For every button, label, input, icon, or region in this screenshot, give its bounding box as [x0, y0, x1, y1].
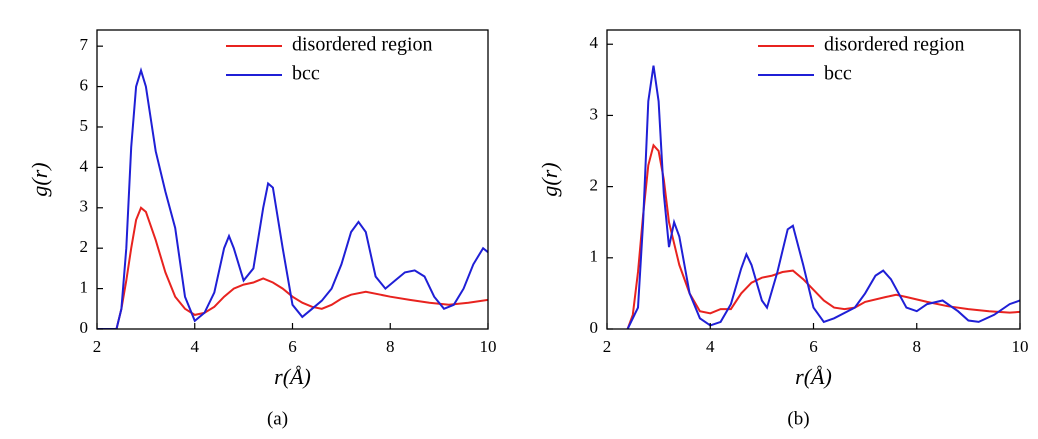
x-axis-label: r(Å): [795, 364, 832, 389]
y-tick-label: 6: [80, 75, 89, 94]
y-tick-label: 1: [590, 247, 599, 266]
y-tick-label: 2: [80, 237, 89, 256]
legend-label: disordered region: [824, 34, 965, 56]
data-line: [626, 65, 1020, 329]
legend-label: bcc: [292, 63, 320, 85]
caption: (a): [267, 408, 288, 429]
legend-label: bcc: [824, 63, 852, 85]
x-tick-label: 4: [191, 337, 200, 356]
y-tick-label: 0: [590, 318, 599, 337]
x-tick-label: 10: [480, 337, 497, 356]
x-tick-label: 2: [93, 337, 102, 356]
data-line: [97, 66, 488, 329]
y-tick-label: 1: [80, 278, 89, 297]
y-axis-label: g(r): [537, 162, 562, 196]
y-tick-label: 3: [80, 197, 89, 216]
x-tick-label: 2: [603, 337, 612, 356]
panel: disordered region bcc 2 4 6 8 10 0 1 2 3 4 r(Å) g(r) (…: [537, 29, 1029, 429]
x-tick-label: 8: [386, 337, 395, 356]
y-tick-label: 5: [80, 116, 89, 135]
y-tick-label: 4: [80, 156, 89, 175]
y-tick-label: 4: [590, 33, 599, 52]
data-line: [626, 143, 1020, 329]
x-tick-label: 10: [1012, 337, 1029, 356]
x-axis-label: r(Å): [274, 364, 311, 389]
data-line: [115, 206, 488, 329]
x-tick-label: 4: [706, 337, 715, 356]
legend-label: disordered region: [292, 34, 433, 56]
panel: disordered region bcc 2 4 6 8 10 0 1 2 3 4 5 6 7 r(Å) g(…: [27, 29, 497, 429]
y-tick-label: 0: [80, 318, 89, 337]
caption: (b): [787, 408, 809, 429]
y-tick-label: 3: [590, 104, 599, 123]
x-tick-label: 8: [913, 337, 922, 356]
y-tick-label: 7: [80, 35, 89, 54]
x-tick-label: 6: [288, 337, 297, 356]
x-tick-label: 6: [809, 337, 818, 356]
y-axis-label: g(r): [27, 162, 52, 196]
y-tick-label: 2: [590, 176, 599, 195]
